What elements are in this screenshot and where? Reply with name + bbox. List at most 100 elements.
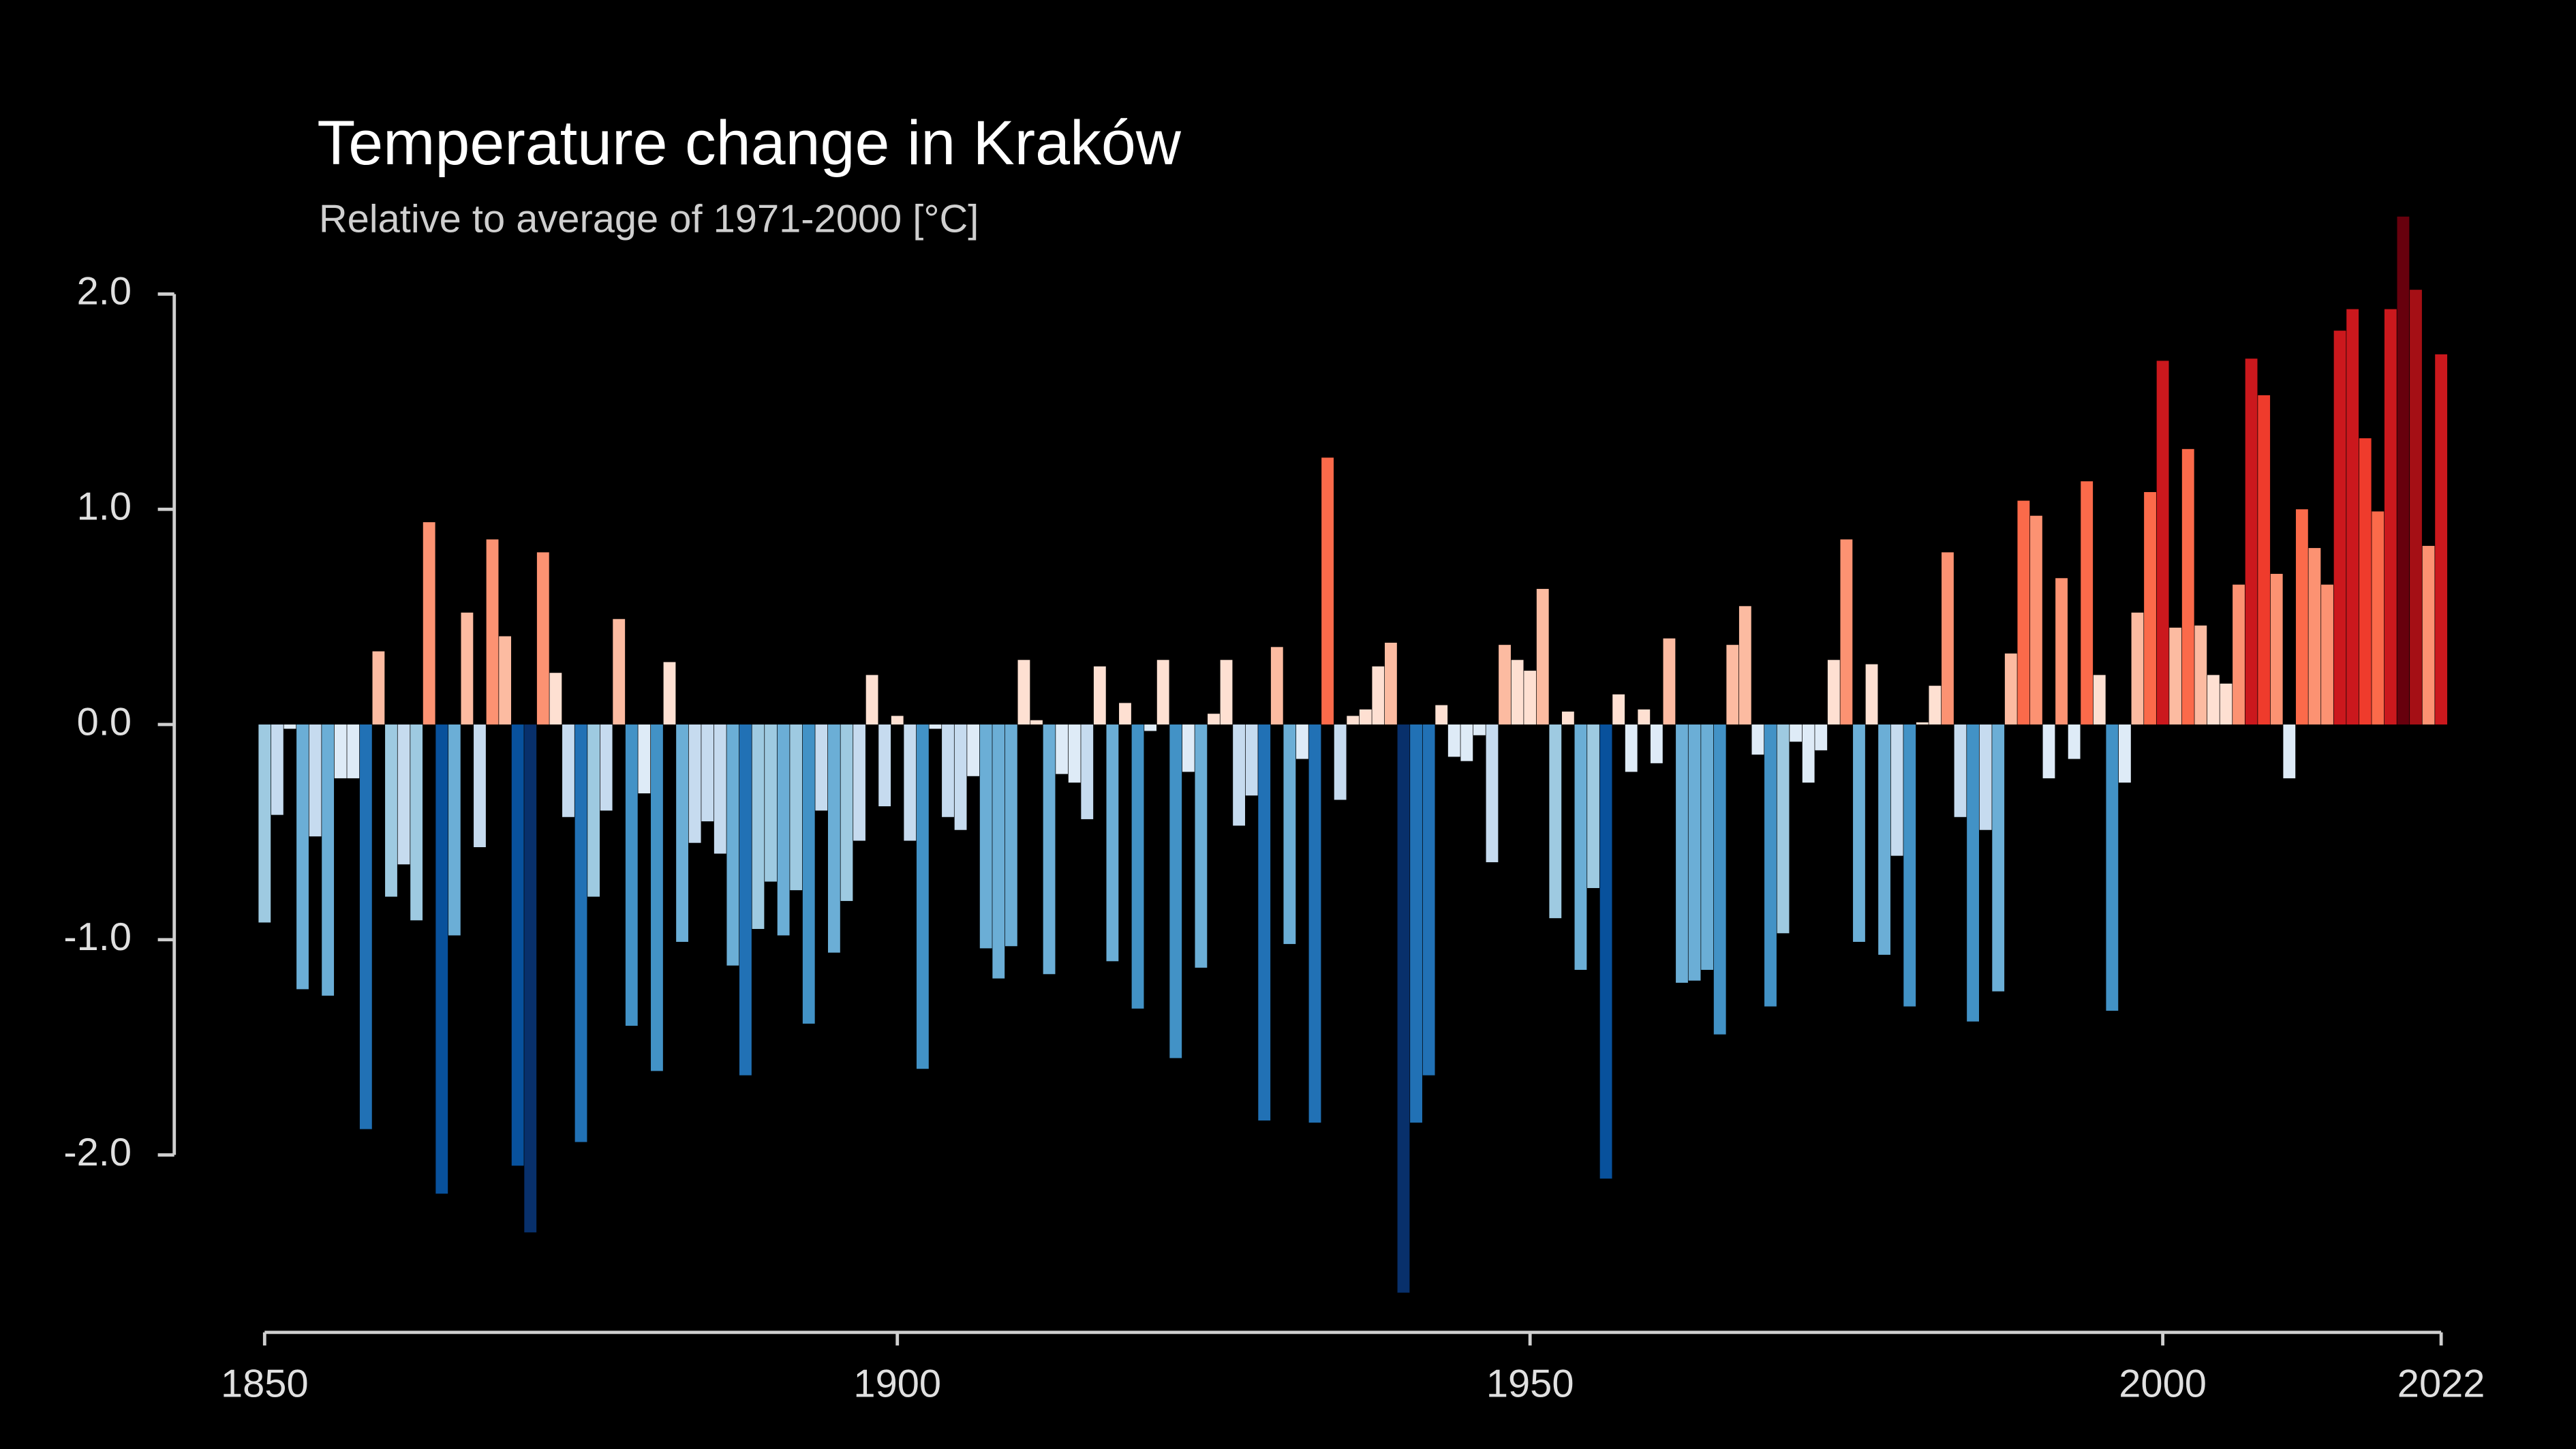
bar (865, 675, 878, 724)
y-tick-label: 1.0 (77, 485, 132, 529)
bar (1790, 724, 1803, 742)
bar (1005, 724, 1017, 947)
bar (676, 724, 688, 942)
bar (2093, 675, 2106, 724)
bar (1334, 724, 1347, 800)
bar (1385, 643, 1397, 724)
bar (2283, 724, 2296, 778)
y-tick-label: 2.0 (77, 270, 132, 314)
bar (1840, 539, 1853, 724)
bar (1890, 724, 1903, 856)
bar (878, 724, 891, 806)
bar (1372, 666, 1385, 724)
bar (1043, 724, 1056, 975)
bar (929, 724, 942, 729)
bar (2245, 359, 2258, 724)
bar (435, 724, 448, 1194)
x-tick-label: 2022 (2397, 1362, 2485, 1406)
bar (1447, 724, 1460, 757)
bar (258, 724, 271, 923)
bar (1397, 724, 1410, 1293)
bar (1460, 724, 1473, 761)
bar (1283, 724, 1296, 945)
bar (2333, 331, 2346, 724)
bar (2181, 448, 2194, 724)
bar (1954, 724, 1967, 817)
bar (2422, 545, 2435, 724)
bar (1347, 716, 1360, 724)
x-tick-label: 2000 (2119, 1362, 2207, 1406)
bar (1625, 724, 1638, 772)
bar (853, 724, 865, 841)
bar (1701, 724, 1714, 970)
bar (2220, 684, 2233, 724)
bar (1903, 724, 1916, 1007)
bar (651, 724, 663, 1071)
bar (1738, 606, 1751, 724)
bar (2144, 491, 2156, 724)
bar (1308, 724, 1321, 1123)
bar (979, 724, 992, 949)
bar (499, 636, 512, 724)
y-tick-label: -1.0 (63, 915, 132, 959)
bar (1056, 724, 1069, 774)
bar (2042, 724, 2055, 778)
bar (1208, 714, 1220, 724)
bar (1713, 724, 1726, 1035)
bar (1663, 638, 1676, 724)
bar (334, 724, 347, 778)
bar (397, 724, 410, 865)
bar (1599, 724, 1612, 1179)
bar (1587, 724, 1599, 888)
bar (562, 724, 574, 817)
bar (726, 724, 739, 966)
bar (2194, 625, 2207, 724)
bar (765, 724, 777, 882)
bar (827, 724, 840, 953)
bar (2207, 675, 2220, 724)
bar (1853, 724, 1865, 942)
bar (296, 724, 309, 990)
bar (1815, 724, 1828, 750)
bar (524, 724, 537, 1233)
bar (1574, 724, 1587, 970)
bar (2372, 511, 2385, 724)
bar (410, 724, 423, 921)
bar (904, 724, 917, 841)
bar (1435, 705, 1448, 724)
bar (2359, 438, 2372, 724)
bar (1359, 709, 1372, 724)
bar (891, 716, 904, 724)
bar (2308, 548, 2321, 724)
bar (1764, 724, 1777, 1007)
bar (613, 619, 626, 724)
bar (1612, 694, 1625, 724)
bar (2346, 309, 2359, 724)
bar (549, 673, 562, 724)
bar (1992, 724, 2005, 992)
bar (1865, 664, 1878, 724)
bar (1410, 724, 1422, 1123)
bar (2017, 500, 2030, 724)
bar (1511, 660, 1524, 724)
bar (2321, 584, 2333, 724)
bar (2258, 395, 2271, 724)
bar (2030, 515, 2042, 724)
bar (714, 724, 726, 854)
bar (1688, 724, 1701, 981)
bar (1296, 724, 1308, 759)
bar (790, 724, 803, 891)
bar (777, 724, 790, 936)
bar (423, 522, 435, 724)
bar (1676, 724, 1688, 983)
bar (840, 724, 853, 901)
bar (1942, 552, 1954, 724)
bar (1321, 457, 1334, 724)
bar (2410, 290, 2422, 724)
bar (1270, 647, 1283, 724)
chart-subtitle: Relative to average of 1971-2000 [°C] (319, 198, 979, 241)
bar (1182, 724, 1195, 772)
bar (2131, 612, 2144, 724)
bar (625, 724, 638, 1026)
